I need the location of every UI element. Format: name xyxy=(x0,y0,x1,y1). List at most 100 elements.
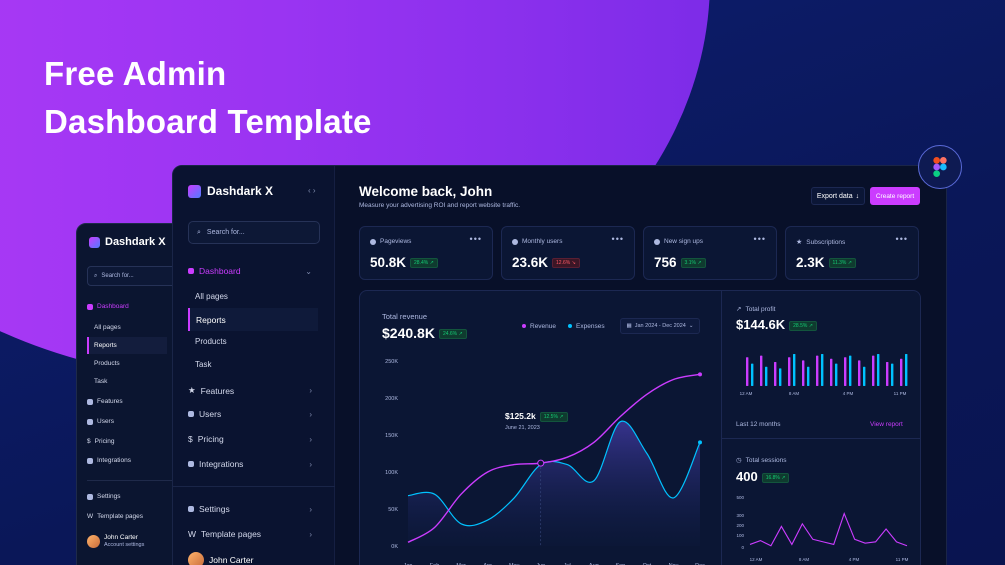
x-tick-label: Feb xyxy=(430,563,439,565)
x-tick-label: Jan xyxy=(404,563,413,565)
sidebar-item-dashboard[interactable]: Dashboard ⌄ xyxy=(188,266,320,276)
trend-badge: 12.6% ↘ xyxy=(552,258,580,269)
user-icon xyxy=(87,418,93,425)
back-nav-dashboard[interactable]: Dashboard xyxy=(87,303,129,310)
more-icon[interactable]: ••• xyxy=(753,234,766,244)
tooltip-badge: 12.5% ↗ xyxy=(539,411,568,422)
trend-badge: 16.8% ↗ xyxy=(761,472,790,483)
card-label: Subscriptions xyxy=(806,238,846,246)
expenses-area xyxy=(408,421,700,546)
search-icon: ⌕ xyxy=(94,272,98,279)
back-nav-integrations[interactable]: Integrations xyxy=(87,457,131,464)
card-value: 23.6K xyxy=(512,255,549,270)
main-window: Dashdark X ‹ › ⌕ Search for... Dashboard ⌄… xyxy=(172,165,947,565)
card-value: 2.3K xyxy=(796,255,825,270)
card-label: Pageviews xyxy=(380,238,412,245)
profit-title: Total profit xyxy=(745,305,776,313)
profit-bar xyxy=(891,363,894,386)
x-tick-label: Jun xyxy=(536,563,545,565)
back-nav-products[interactable]: Products xyxy=(94,360,120,367)
chevron-down-icon: ⌄ xyxy=(688,323,694,329)
home-icon xyxy=(188,268,194,274)
figma-badge[interactable] xyxy=(918,145,962,189)
profit-bar xyxy=(830,358,833,386)
logo-icon xyxy=(188,184,201,198)
profit-bar xyxy=(844,357,847,386)
profit-bar xyxy=(849,355,852,386)
more-icon[interactable]: ••• xyxy=(611,234,624,244)
main-content: Welcome back, John Measure your advertis… xyxy=(336,166,946,565)
card-label: New sign ups xyxy=(664,238,704,245)
x-tick-label: Dec xyxy=(695,563,705,565)
collapse-icon[interactable]: ‹ › xyxy=(308,186,316,195)
legend-revenue[interactable]: Revenue xyxy=(522,323,556,330)
user-name: John Carter xyxy=(209,555,254,565)
profit-value: $144.6K xyxy=(736,317,786,332)
revenue-title: Total revenue xyxy=(382,312,428,321)
profit-footer: Last 12 months xyxy=(736,421,781,428)
panel-hdivider xyxy=(722,438,920,439)
more-icon[interactable]: ••• xyxy=(895,234,908,244)
y-tick-label: 50K xyxy=(388,507,398,513)
x-tick-label: 4 PM xyxy=(843,391,854,396)
profit-bar xyxy=(779,368,782,386)
sidebar-item-products[interactable]: Products xyxy=(195,337,227,346)
revenue-value: $240.8K xyxy=(382,325,435,341)
back-nav-users[interactable]: Users xyxy=(87,418,114,425)
date-range-select[interactable]: ▦ Jan 2024 - Dec 2024 ⌄ xyxy=(620,318,700,334)
sidebar-item-integrations[interactable]: Integrations › xyxy=(188,459,320,469)
legend-expenses[interactable]: Expenses xyxy=(568,323,605,330)
sidebar-item-pricing[interactable]: $ Pricing › xyxy=(188,434,312,444)
back-nav-all-pages[interactable]: All pages xyxy=(94,324,121,331)
x-tick-label: Oct xyxy=(643,563,652,565)
back-nav-settings[interactable]: Settings xyxy=(87,493,121,500)
user-name: John Carter xyxy=(104,534,138,541)
x-tick-label: Sep xyxy=(615,563,625,565)
user-icon xyxy=(188,411,194,417)
chevron-right-icon: › xyxy=(309,459,312,469)
export-data-button[interactable]: Export data ↓ xyxy=(811,187,865,205)
sidebar-item-template-pages[interactable]: W Template pages › xyxy=(188,529,312,539)
more-icon[interactable]: ••• xyxy=(469,234,482,244)
back-nav-pricing[interactable]: $ Pricing xyxy=(87,438,115,445)
profit-bar xyxy=(905,354,908,386)
chevron-right-icon: › xyxy=(309,386,312,395)
template-icon: W xyxy=(188,529,197,539)
back-nav-reports[interactable]: Reports xyxy=(87,337,167,354)
profit-bar xyxy=(863,366,866,386)
trend-badge: 3.1% ↗ xyxy=(680,258,706,269)
view-report-link[interactable]: View report xyxy=(870,421,903,428)
sidebar-user[interactable]: John Carter xyxy=(188,552,320,565)
sessions-value: 400 xyxy=(736,469,758,484)
back-nav-task[interactable]: Task xyxy=(94,378,108,385)
star-icon xyxy=(87,398,93,405)
trend-badge: 11.3% ↗ xyxy=(828,258,856,269)
profit-bar xyxy=(802,360,805,386)
sidebar-item-settings[interactable]: Settings › xyxy=(188,504,320,514)
page-subtitle: Measure your advertising ROI and report … xyxy=(359,202,521,209)
search-input[interactable]: ⌕ Search for... xyxy=(188,221,320,244)
profit-bar xyxy=(877,354,880,386)
y-tick-label: 200 xyxy=(736,523,744,528)
sidebar-item-all-pages[interactable]: All pages xyxy=(195,292,228,301)
y-tick-label: 300 xyxy=(736,513,744,518)
sidebar-logo[interactable]: Dashdark X xyxy=(188,184,273,198)
sidebar-item-users[interactable]: Users › xyxy=(188,409,320,419)
back-user[interactable]: John Carter Account settings xyxy=(87,534,144,548)
sidebar-item-task[interactable]: Task xyxy=(195,360,212,369)
back-nav-template-pages[interactable]: W Template pages xyxy=(87,513,144,520)
x-tick-label: 12 AM xyxy=(750,557,763,562)
profit-bar xyxy=(816,355,819,386)
x-tick-label: 11 PM xyxy=(896,557,909,562)
logo-icon xyxy=(89,236,100,248)
back-nav-features[interactable]: Features xyxy=(87,398,123,405)
sidebar-item-reports[interactable]: Reports xyxy=(188,308,318,331)
revenue-end-point xyxy=(698,372,702,377)
user-icon xyxy=(512,238,518,245)
sidebar-item-features[interactable]: ★ Features › xyxy=(188,385,312,396)
create-report-button[interactable]: Create report xyxy=(870,187,920,205)
puzzle-icon xyxy=(188,461,194,467)
back-logo[interactable]: Dashdark X xyxy=(89,236,166,248)
gear-icon xyxy=(188,506,194,512)
user-sub: Account settings xyxy=(104,542,145,548)
